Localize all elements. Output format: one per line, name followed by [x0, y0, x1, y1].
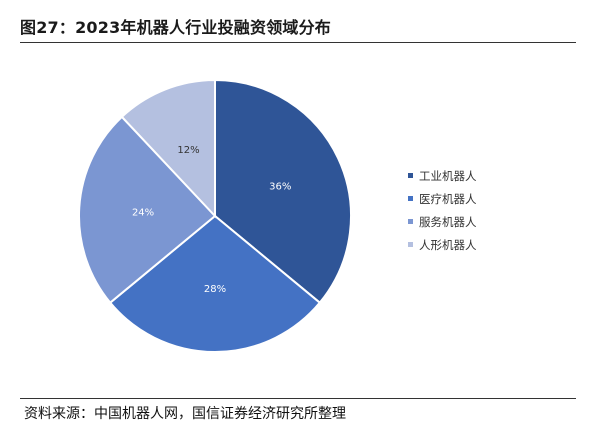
legend-swatch	[408, 242, 413, 247]
slice-label-4: 12%	[177, 145, 199, 156]
chart-title: 图27：2023年机器人行业投融资领域分布	[20, 18, 331, 37]
pie-slice-4	[120, 78, 216, 219]
legend-item-3: 服务机器人	[408, 210, 477, 233]
pie-slice-1	[214, 78, 352, 305]
bottom-divider	[20, 398, 576, 399]
legend-label: 服务机器人	[419, 214, 477, 229]
top-divider	[20, 42, 576, 43]
legend-item-1: 工业机器人	[408, 164, 477, 187]
slice-label-1: 36%	[269, 181, 291, 192]
slice-label-3: 24%	[132, 207, 154, 218]
legend-swatch	[408, 196, 413, 201]
legend-swatch	[408, 219, 413, 224]
slice-label-2: 28%	[204, 284, 226, 295]
legend-item-4: 人形机器人	[408, 233, 477, 256]
legend-label: 工业机器人	[419, 168, 477, 183]
pie-slice-3	[78, 115, 217, 305]
pie-chart: 36% 28% 24% 12%	[78, 78, 352, 353]
legend-item-2: 医疗机器人	[408, 187, 477, 210]
pie-slice-2	[108, 214, 322, 353]
legend-label: 医疗机器人	[419, 191, 477, 206]
source-note: 资料来源：中国机器人网，国信证券经济研究所整理	[24, 406, 346, 422]
legend-label: 人形机器人	[419, 237, 477, 252]
legend-swatch	[408, 173, 413, 178]
legend: 工业机器人医疗机器人服务机器人人形机器人	[408, 164, 477, 256]
